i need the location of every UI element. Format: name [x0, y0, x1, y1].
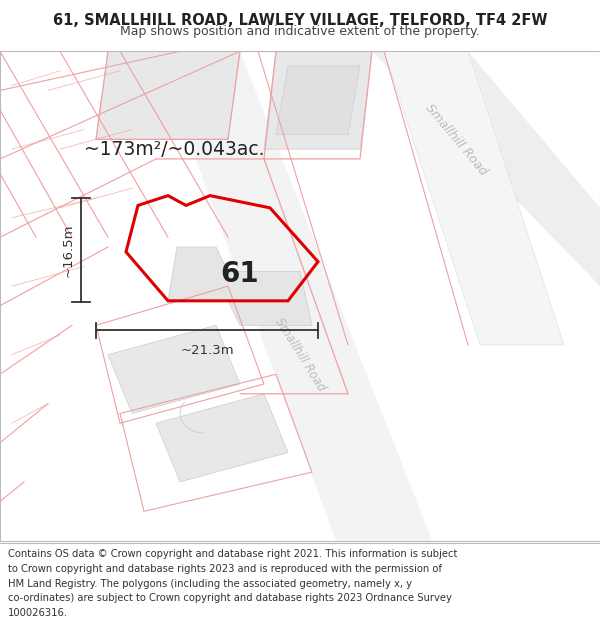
Polygon shape: [168, 247, 312, 325]
Polygon shape: [372, 51, 600, 286]
Polygon shape: [96, 51, 240, 139]
Text: ~16.5m: ~16.5m: [61, 223, 74, 277]
Polygon shape: [264, 51, 372, 149]
Text: Contains OS data © Crown copyright and database right 2021. This information is : Contains OS data © Crown copyright and d…: [8, 549, 457, 559]
Text: 100026316.: 100026316.: [8, 608, 68, 618]
Text: co-ordinates) are subject to Crown copyright and database rights 2023 Ordnance S: co-ordinates) are subject to Crown copyr…: [8, 593, 452, 603]
Text: ~21.3m: ~21.3m: [180, 344, 234, 357]
Polygon shape: [384, 51, 564, 345]
Text: 61, SMALLHILL ROAD, LAWLEY VILLAGE, TELFORD, TF4 2FW: 61, SMALLHILL ROAD, LAWLEY VILLAGE, TELF…: [53, 12, 547, 28]
Polygon shape: [156, 51, 432, 541]
Text: Smallhill Road: Smallhill Road: [422, 101, 490, 178]
Text: Map shows position and indicative extent of the property.: Map shows position and indicative extent…: [120, 26, 480, 39]
Text: ~173m²/~0.043ac.: ~173m²/~0.043ac.: [84, 139, 265, 159]
Polygon shape: [108, 325, 240, 413]
Text: HM Land Registry. The polygons (including the associated geometry, namely x, y: HM Land Registry. The polygons (includin…: [8, 579, 412, 589]
Text: Smallhill Road: Smallhill Road: [272, 316, 328, 394]
Polygon shape: [156, 394, 288, 482]
Polygon shape: [276, 66, 360, 134]
Text: to Crown copyright and database rights 2023 and is reproduced with the permissio: to Crown copyright and database rights 2…: [8, 564, 442, 574]
Text: 61: 61: [221, 260, 259, 288]
